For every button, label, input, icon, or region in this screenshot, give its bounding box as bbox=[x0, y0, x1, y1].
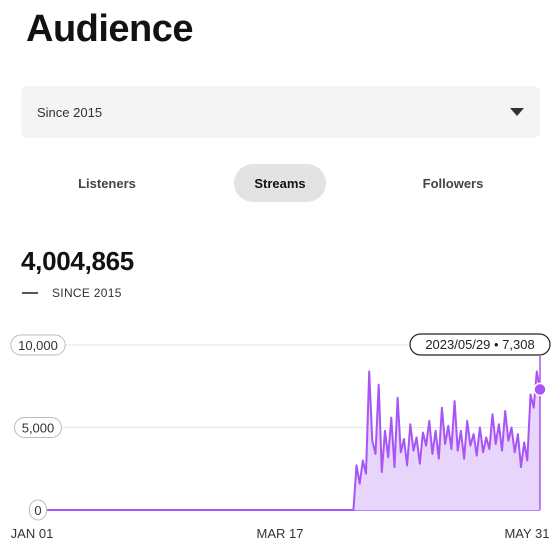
y-tick-label: 0 bbox=[34, 503, 41, 518]
tab-followers[interactable]: Followers bbox=[422, 175, 484, 191]
total-streams: 4,004,865 bbox=[21, 246, 134, 276]
y-tick-pill bbox=[10, 334, 66, 356]
x-tick-label: MAR 17 bbox=[257, 526, 304, 541]
tab-streams[interactable]: Streams bbox=[234, 164, 326, 202]
streams-chart[interactable]: 0 5,000 10,000 2023/05/29 • 7,308 JAN 01 MAR … bbox=[0, 326, 560, 560]
tooltip-pill bbox=[409, 333, 551, 356]
x-tick-label: MAY 31 bbox=[504, 526, 549, 541]
series-legend: SINCE 2015 bbox=[22, 286, 122, 300]
y-tick-pill bbox=[14, 417, 62, 438]
series-area bbox=[37, 371, 540, 510]
x-tick-label: JAN 01 bbox=[11, 526, 54, 541]
legend-label: SINCE 2015 bbox=[52, 286, 122, 300]
tooltip-text: 2023/05/29 • 7,308 bbox=[425, 337, 534, 352]
date-range-value: Since 2015 bbox=[37, 104, 103, 120]
date-range-select[interactable]: Since 2015 bbox=[21, 86, 540, 138]
hover-point bbox=[533, 382, 547, 397]
series-line bbox=[37, 370, 541, 511]
chevron-down-icon bbox=[510, 108, 524, 116]
tab-listeners[interactable]: Listeners bbox=[78, 175, 136, 191]
metric-tabs: Listeners Streams Followers bbox=[21, 164, 540, 204]
page-title: Audience bbox=[26, 8, 194, 50]
y-tick-label: 10,000 bbox=[18, 338, 58, 353]
y-tick-label: 5,000 bbox=[22, 421, 55, 436]
y-tick-pill bbox=[28, 499, 48, 521]
legend-line-icon bbox=[22, 292, 38, 294]
